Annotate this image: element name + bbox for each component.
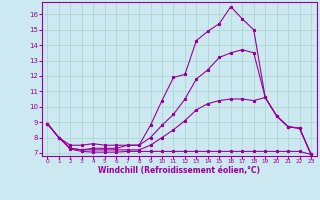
X-axis label: Windchill (Refroidissement éolien,°C): Windchill (Refroidissement éolien,°C) xyxy=(98,166,260,175)
